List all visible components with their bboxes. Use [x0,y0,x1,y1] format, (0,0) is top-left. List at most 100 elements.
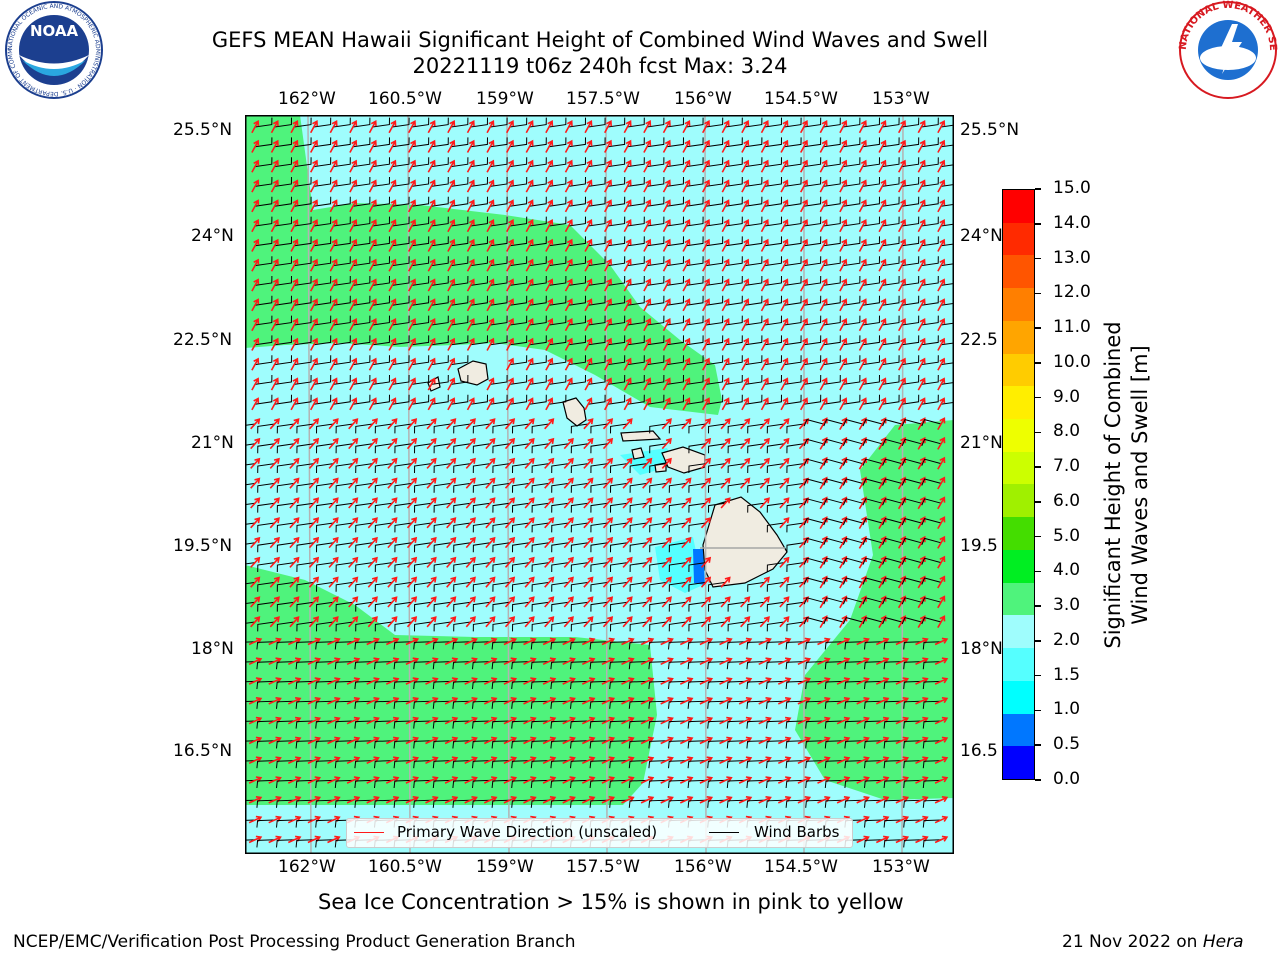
swell-region-northwest [245,115,722,415]
wind-barb [590,463,608,474]
wave-direction-arrow [858,298,867,312]
wave-direction-arrow [643,159,652,173]
wind-barb [766,502,785,513]
wind-barb [922,779,942,789]
wind-barb [842,577,863,585]
wave-direction-arrow [917,218,926,233]
wave-direction-arrow [545,298,554,312]
wave-direction-arrow [505,278,514,292]
wave-direction-arrow [720,457,731,469]
wind-barb [803,117,822,128]
wind-barb [862,275,880,286]
wave-direction-arrow [721,159,730,173]
wind-barb [901,419,922,427]
wave-direction-arrow [251,298,260,312]
wave-direction-arrow [447,119,456,134]
wind-barb [509,394,528,405]
wind-barb [509,275,528,286]
wind-barb [786,581,804,592]
wave-direction-arrow [349,278,358,292]
wind-barb [431,394,449,405]
wave-direction-arrow [662,357,671,371]
wave-direction-arrow [603,357,612,371]
wind-barb [607,196,626,207]
wind-barb [746,779,765,789]
wave-direction-arrow [643,337,652,351]
wind-barb-legend-label: Wind Barbs [754,823,840,841]
wind-barb [335,601,354,612]
wind-barb [824,799,844,808]
wind-barb [921,157,939,168]
wind-barb [687,740,706,749]
wave-direction-arrow [406,457,418,469]
wind-barb [472,700,491,709]
colorbar-tick-label: 0.5 [1053,734,1081,755]
wind-barb [727,443,746,454]
wind-barb [257,482,275,493]
wind-barb [862,518,883,526]
wind-barb [727,423,746,434]
wave-direction-arrow [524,616,535,628]
wave-direction-arrow [545,377,554,391]
wind-barb [374,522,393,533]
wind-barb [726,661,746,670]
wind-barb [666,275,684,286]
wind-barb [705,355,724,366]
wind-barb [610,581,628,592]
wind-barb [823,394,841,405]
wind-barb [903,720,922,729]
wave-direction-arrow [858,357,867,371]
wind-barb [450,275,469,286]
wind-barb [570,661,589,670]
wave-direction-arrow [328,418,339,430]
wind-barb [882,478,902,486]
wave-direction-arrow [858,476,867,490]
wind-barb [921,394,939,405]
wave-direction-arrow [721,119,730,134]
wave-direction-arrow [937,357,946,371]
wind-barb [568,295,586,306]
wind-barb [450,256,469,267]
wind-barb [823,295,841,306]
wind-barb [609,779,628,789]
wind-barb [296,502,314,513]
wind-barb [744,117,763,128]
wind-barb [530,680,550,690]
wind-barb [844,779,863,789]
wave-direction-arrow [407,218,416,233]
wave-direction-arrow [760,218,769,233]
wind-barb [568,176,586,187]
wave-direction-arrow [937,278,946,292]
wind-barb [803,315,822,326]
wind-barb [551,601,569,612]
lat-label-right: 22.5 [960,330,998,350]
colorbar-tick-mark [1035,362,1041,364]
wind-barb [901,617,922,625]
wind-barb [666,374,684,385]
wave-direction-arrow [623,159,632,173]
wind-barb [803,335,822,346]
wave-direction-arrow [329,258,338,272]
wind-barb [668,641,687,650]
wind-barb [686,236,704,247]
wave-direction-arrow [603,218,612,233]
wind-barb [842,295,861,306]
wind-barb [842,438,863,447]
wave-direction-arrow [700,517,712,529]
wind-barb [492,621,510,632]
wind-barb [491,641,510,650]
wind-barb [705,275,724,286]
wind-barb [354,779,373,789]
wave-direction-arrow [602,437,614,450]
wind-barb [254,256,273,267]
wave-height-map [245,115,954,854]
wind-barb [842,478,863,486]
colorbar-tick-label: 12.0 [1053,282,1091,303]
wave-direction-arrow [251,258,260,272]
wave-direction-arrow [563,536,574,549]
wind-barb [490,236,508,247]
wave-direction-arrow [799,337,808,351]
wave-direction-arrow [878,357,887,371]
wind-barb [744,335,763,346]
wave-direction-arrow [643,179,652,193]
